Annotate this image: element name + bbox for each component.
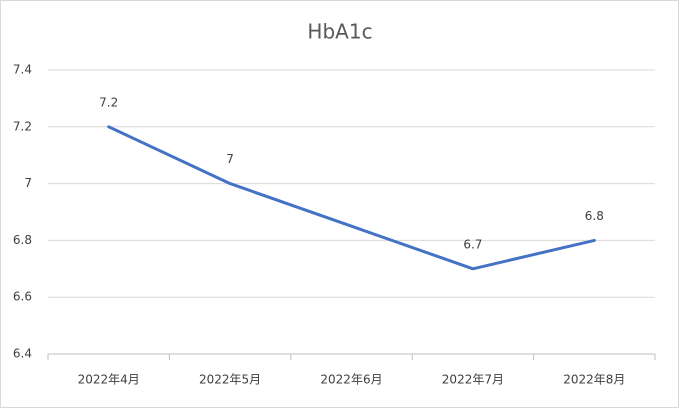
data-label: 7 — [226, 152, 234, 166]
y-tick-label: 7 — [24, 176, 32, 190]
x-tick-label: 2022年7月 — [442, 373, 504, 387]
data-label: 6.7 — [463, 237, 482, 251]
data-label: 6.8 — [585, 209, 604, 223]
y-tick-label: 6.6 — [13, 290, 32, 304]
x-tick-label: 2022年6月 — [320, 373, 382, 387]
line — [107, 125, 596, 271]
y-tick-label: 6.8 — [13, 233, 32, 247]
x-tick-label: 2022年8月 — [563, 373, 625, 387]
y-tick-label: 7.4 — [13, 63, 32, 77]
x-tick-label: 2022年4月 — [78, 373, 140, 387]
x-tick-label: 2022年5月 — [199, 373, 261, 387]
y-tick-label: 7.2 — [13, 119, 32, 133]
y-tick-label: 6.4 — [13, 347, 32, 361]
data-label: 7.2 — [99, 95, 118, 109]
chart-title: HbA1c — [307, 20, 372, 44]
